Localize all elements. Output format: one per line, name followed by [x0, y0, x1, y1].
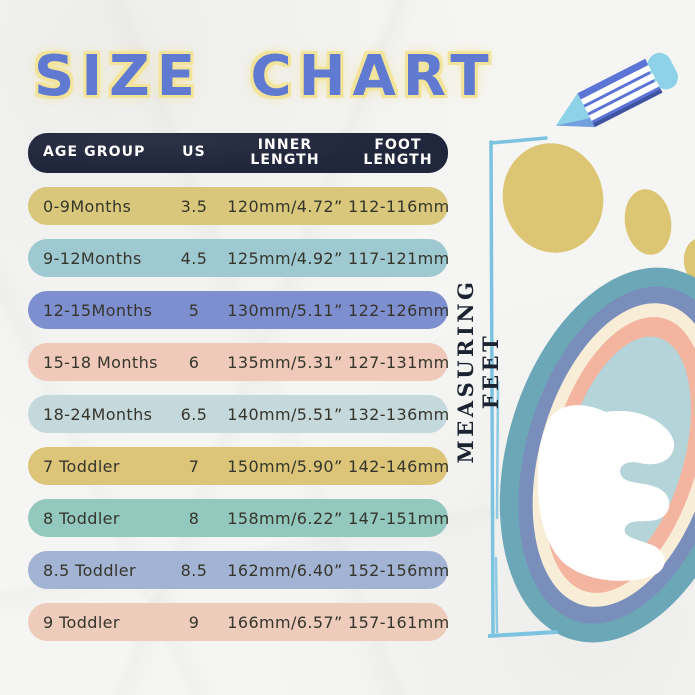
cell-foot-length: 127-131mm	[348, 352, 450, 372]
pencil-stripe	[588, 81, 660, 121]
cell-inner-length: 135mm/5.31”	[227, 352, 343, 372]
cell-inner-length: 166mm/6.57”	[227, 612, 343, 632]
cell-foot-length: 117-121mm	[348, 248, 450, 268]
pencil-tip	[555, 93, 595, 128]
table-row: 8.5 Toddler 8.5 162mm/6.40” 152-156mm	[28, 551, 450, 589]
cell-age-group: 0-9Months	[43, 196, 132, 216]
cell-foot-length: 122-126mm	[348, 300, 450, 320]
cell-foot-length: 152-156mm	[348, 560, 450, 580]
cell-inner-length: 130mm/5.11”	[227, 300, 343, 320]
bracket-bottom-cap	[488, 630, 558, 638]
cell-age-group: 18-24Months	[43, 404, 153, 424]
foot-illustration	[488, 136, 695, 643]
cell-age-group: 8 Toddler	[43, 508, 120, 528]
big-toe-shape	[502, 143, 604, 253]
cell-foot-length: 112-116mm	[348, 196, 450, 216]
table-row: 15-18 Months 6 135mm/5.31” 127-131mm	[28, 343, 450, 381]
pencil-stripe	[580, 64, 652, 105]
third-toe-shape	[683, 238, 695, 286]
measuring-feet-label: MEASURING FEET	[453, 278, 503, 464]
cell-us-size: 8.5	[180, 560, 208, 580]
cell-us-size: 6	[188, 352, 200, 372]
pencil-eraser	[647, 52, 678, 90]
cell-foot-length: 142-146mm	[348, 456, 450, 476]
table-row: 12-15Months 5 130mm/5.11” 122-126mm	[28, 291, 450, 329]
cell-age-group: 7 Toddler	[43, 456, 120, 476]
cell-us-size: 8	[188, 508, 200, 528]
table-header-row: AGE GROUP US INNER LENGTH FOOT LENGTH	[28, 133, 448, 173]
table-row: 0-9Months 3.5 120mm/4.72” 112-116mm	[28, 187, 450, 225]
cell-us-size: 9	[188, 612, 200, 632]
table-row: 8 Toddler 8 158mm/6.22” 147-151mm	[28, 499, 450, 537]
bracket-double-stroke	[494, 556, 499, 634]
measuring-bracket	[488, 136, 558, 638]
cell-age-group: 8.5 Toddler	[43, 560, 136, 580]
table-row: 18-24Months 6.5 140mm/5.51” 132-136mm	[28, 395, 450, 433]
cell-foot-length: 147-151mm	[348, 508, 450, 528]
size-table: AGE GROUP US INNER LENGTH FOOT LENGTH 0-…	[28, 133, 450, 655]
pencil-stripe	[584, 72, 656, 113]
table-row: 7 Toddler 7 150mm/5.90” 142-146mm	[28, 447, 450, 485]
header-foot-length: FOOT LENGTH	[363, 136, 433, 168]
second-toe-shape	[624, 189, 672, 255]
pencil-body-shade	[592, 89, 663, 128]
header-age-group: AGE GROUP	[43, 144, 146, 161]
cell-us-size: 6.5	[180, 404, 208, 424]
pencil-icon	[555, 52, 678, 128]
cell-inner-length: 120mm/4.72”	[227, 196, 343, 216]
cell-inner-length: 162mm/6.40”	[227, 560, 343, 580]
cell-age-group: 9 Toddler	[43, 612, 120, 632]
table-row: 9 Toddler 9 166mm/6.57” 157-161mm	[28, 603, 450, 641]
cell-foot-length: 157-161mm	[348, 612, 450, 632]
cell-us-size: 3.5	[180, 196, 208, 216]
cell-foot-length: 132-136mm	[348, 404, 450, 424]
size-table-body: 0-9Months 3.5 120mm/4.72” 112-116mm 9-12…	[28, 187, 450, 641]
cell-age-group: 15-18 Months	[43, 352, 158, 372]
header-us-size: US	[182, 144, 206, 161]
sole-swirl-shape	[537, 405, 675, 581]
bracket-double-stroke	[495, 380, 500, 520]
cell-inner-length: 150mm/5.90”	[227, 456, 343, 476]
cell-inner-length: 140mm/5.51”	[227, 404, 343, 424]
cell-age-group: 9-12Months	[43, 248, 142, 268]
cell-inner-length: 158mm/6.22”	[227, 508, 343, 528]
cell-us-size: 7	[188, 456, 200, 476]
cell-us-size: 4.5	[180, 248, 208, 268]
bracket-top-cap	[489, 136, 548, 145]
bracket-vertical-line	[489, 140, 495, 637]
cell-age-group: 12-15Months	[43, 300, 153, 320]
pencil-tip-shade	[555, 118, 595, 128]
cell-us-size: 5	[188, 300, 200, 320]
cell-inner-length: 125mm/4.92”	[227, 248, 343, 268]
table-row: 9-12Months 4.5 125mm/4.92” 117-121mm	[28, 239, 450, 277]
page-title: SIZE CHART	[34, 44, 496, 109]
header-inner-length: INNER LENGTH	[250, 136, 320, 168]
